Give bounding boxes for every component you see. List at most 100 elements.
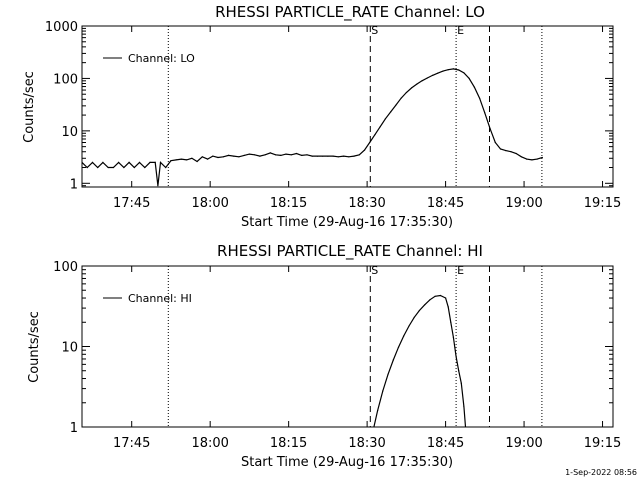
data-point [144,166,146,169]
data-point [447,69,449,71]
y-tick-label: 10 [61,341,78,356]
data-point [222,156,224,158]
data-point [460,382,462,384]
data-point [316,155,318,157]
y-axis-label: Counts/sec [22,71,37,143]
marker-label: E [457,264,464,277]
data-point [170,160,172,162]
data-point [515,152,517,155]
data-point [322,155,324,157]
data-point [217,156,219,159]
data-point [212,155,214,157]
data-point [285,153,287,155]
data-point [411,87,413,89]
x-tick-label: 19:00 [505,436,542,451]
marker-label: S [371,24,378,37]
data-point [238,156,240,158]
data-point [442,70,444,72]
data-point [264,154,266,156]
data-point [421,80,423,82]
data-point [479,97,481,99]
data-point [233,155,235,157]
data-point [494,141,496,144]
data-point [434,295,436,297]
data-point [248,153,250,155]
legend-label: Channel: HI [128,292,192,305]
data-point [439,294,441,297]
data-point [332,155,334,157]
data-point [384,118,386,120]
data-point [413,316,415,318]
data-point [191,157,193,159]
data-point [97,166,99,169]
series-layer [373,294,467,427]
data-point [526,158,528,160]
data-point [499,148,502,150]
data-point [374,134,376,136]
data-point [201,156,203,158]
data-point [86,166,88,169]
data-point [301,154,303,156]
data-point [311,155,313,157]
data-point [107,166,109,169]
y-axis-label: Counts/sec [27,311,42,383]
data-point [458,69,460,71]
data-point [408,325,410,327]
data-point [327,155,329,157]
data-point [447,306,449,308]
data-point [159,161,162,163]
data-point [149,161,151,163]
data-point [452,336,454,338]
x-tick-label: 17:45 [113,196,150,211]
data-point [463,405,465,408]
data-point [397,346,400,348]
data-point [400,97,402,99]
timestamp: 1-Sep-2022 08:56 [565,468,637,477]
data-point [290,154,292,156]
data-point [429,299,431,301]
data-point [157,185,159,187]
data-point [458,370,460,372]
x-tick-label: 19:00 [505,196,542,211]
data-point [520,156,523,158]
x-tick-label: 18:30 [348,196,385,211]
y-tick-layer: 1 10 100 [53,260,613,436]
x-tick-label: 19:15 [584,196,621,211]
data-point [138,161,141,163]
data-point [418,309,420,312]
data-point [275,154,277,156]
data-point [133,166,135,169]
data-point [128,161,130,163]
data-point [510,151,512,153]
data-point [306,154,308,156]
data-point [382,390,384,392]
data-point [424,304,426,306]
data-point [473,86,475,88]
data-point [112,166,114,169]
x-tick-label: 18:15 [270,196,307,211]
data-point [390,111,392,113]
data-point [395,104,397,106]
x-tick-label: 17:45 [113,436,150,451]
data-point [186,159,188,161]
data-point [505,150,507,152]
data-point [243,154,245,156]
data-point [403,335,405,337]
data-point [531,159,533,161]
chart-title: RHESSI PARTICLE_RATE Channel: LO [215,3,485,22]
data-point [254,154,256,156]
data-point [123,166,125,169]
legend: Channel: HI [103,292,192,305]
data-point [450,321,452,323]
data-point [416,83,418,85]
data-point [405,91,407,94]
x-tick-label: 18:15 [270,436,307,451]
x-tick-label: 19:15 [584,436,621,451]
data-point [269,152,271,154]
data-point [343,155,345,157]
x-axis-label: Start Time (29-Aug-16 17:35:30) [241,455,453,470]
data-point [227,154,230,156]
